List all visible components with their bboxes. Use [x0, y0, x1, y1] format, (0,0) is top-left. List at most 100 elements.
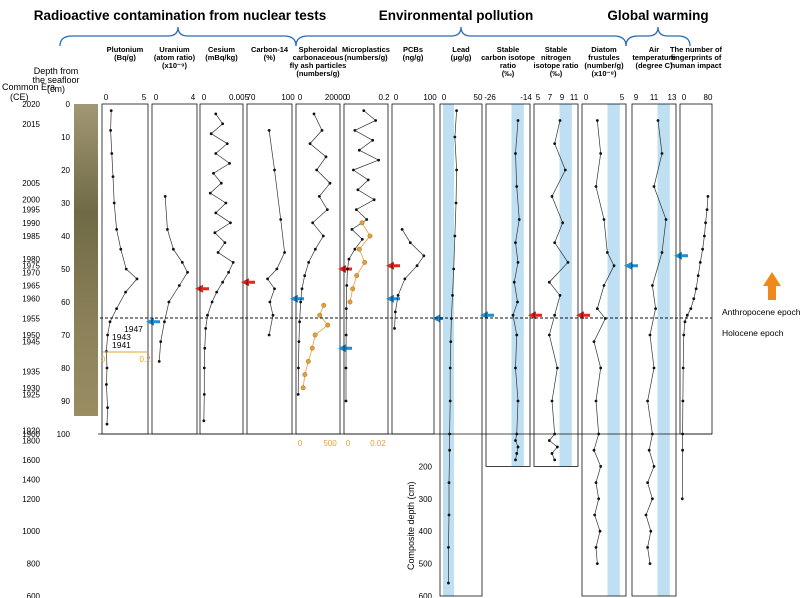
- data-point: [206, 313, 209, 317]
- data-point: [452, 267, 456, 271]
- data-point: [202, 366, 206, 370]
- panel-spheroidal: Spheroidal carbonaceous fly ash particles(…: [290, 45, 352, 448]
- panel-title: Uranium (atom ratio) (x10⁻⁹): [154, 45, 196, 70]
- data-point: [553, 458, 557, 462]
- year-tick: 1935: [22, 367, 40, 376]
- data-point: [317, 195, 321, 198]
- data-point: [455, 109, 459, 112]
- data-point: [267, 333, 271, 337]
- depth-tick: 10: [61, 133, 70, 142]
- data-point: [593, 513, 597, 517]
- data-point: [109, 109, 113, 112]
- data-point: [696, 274, 700, 277]
- series-line: [267, 130, 285, 336]
- panel-title-line: Diatom: [591, 45, 617, 54]
- data-point: [701, 247, 705, 251]
- panel-microplastics: Microplastics (numbers/g) 0 0.2 0 0.02: [342, 45, 400, 448]
- data-point: [681, 366, 685, 370]
- year-tick: 1930: [22, 384, 40, 393]
- data-point: [660, 152, 664, 155]
- red-arrow: [528, 311, 542, 320]
- composite-depth-tick: 200: [419, 462, 433, 471]
- data-point: [321, 234, 325, 238]
- data-point: [202, 393, 206, 396]
- data-point: [163, 320, 166, 324]
- panel-title-line: Microplastics: [342, 45, 390, 54]
- data-point: [297, 340, 301, 343]
- data-point: [451, 294, 454, 297]
- data-point: [396, 294, 400, 297]
- data-point: [219, 181, 223, 185]
- panel-title-line: Stable: [545, 45, 568, 54]
- data-point: [595, 307, 599, 310]
- data-point: [547, 280, 551, 284]
- data-point: [644, 513, 648, 517]
- data-point: [115, 228, 118, 231]
- depth-tick: 50: [61, 265, 70, 274]
- data-point: [112, 201, 116, 205]
- data-point: [273, 287, 276, 291]
- data-point: [224, 201, 228, 205]
- panel-tick: 80: [704, 93, 713, 102]
- panel-tick: 11: [570, 93, 579, 102]
- data-point: [649, 529, 653, 533]
- year-tick: 1800: [22, 436, 40, 445]
- panel-title: Air temperature (degree C): [632, 45, 675, 70]
- data-point: [448, 366, 452, 370]
- data-point: [110, 152, 114, 155]
- composite-depth-tick: 400: [419, 527, 433, 536]
- panel-title-line: frustules: [588, 53, 620, 62]
- data-point: [105, 422, 109, 426]
- panel-uranium: Uranium (atom ratio) (x10⁻⁹)0 4: [151, 45, 209, 435]
- data-point: [268, 300, 272, 304]
- data-point: [347, 257, 351, 261]
- bracket-radioactive: [59, 26, 297, 47]
- blue-arrow: [624, 261, 638, 270]
- data-point: [455, 168, 459, 172]
- year-tick: 600: [27, 592, 41, 598]
- panel-title: Carbon-14 (%): [251, 45, 289, 62]
- panel-title-line: PCBs: [403, 45, 423, 54]
- red-arrow: [195, 284, 209, 293]
- data-point: [553, 313, 557, 317]
- inset-tick-0: 0: [101, 355, 106, 364]
- data-point: [563, 168, 567, 172]
- series2-point: [367, 233, 373, 239]
- data-point: [311, 221, 315, 225]
- data-point: [352, 168, 355, 172]
- year-tick: 1400: [22, 475, 40, 484]
- year-tick: 1960: [22, 295, 40, 304]
- panel-tick: 0: [394, 93, 399, 102]
- data-point: [400, 228, 404, 231]
- data-point: [547, 333, 551, 337]
- era-title: Common Era (CE): [2, 82, 55, 102]
- panel-tick: 9: [634, 93, 639, 102]
- data-point: [297, 366, 300, 370]
- panel-shade: [657, 104, 670, 596]
- data-point: [595, 562, 599, 565]
- data-point: [212, 171, 215, 175]
- panel-carbon_isotope: Stable carbon isotope ratio (‰) -26 -14: [481, 45, 542, 467]
- data-point: [346, 267, 349, 271]
- data-point: [273, 168, 276, 172]
- panel-tick: 100: [281, 93, 295, 102]
- data-point: [683, 320, 687, 324]
- panel-frame: [485, 103, 531, 467]
- data-point: [448, 399, 452, 403]
- data-point: [652, 185, 656, 188]
- data-point: [202, 419, 206, 423]
- data-point: [214, 152, 218, 155]
- year-tick: 2015: [22, 120, 40, 129]
- panel-title-line: Air: [649, 45, 660, 54]
- data-point: [124, 290, 127, 294]
- data-point: [325, 208, 329, 212]
- data-point: [555, 445, 559, 449]
- data-point: [516, 119, 520, 122]
- data-point: [648, 562, 652, 565]
- panel-tick: 0: [104, 93, 109, 102]
- data-point: [308, 142, 312, 146]
- data-point: [656, 119, 660, 122]
- panel-title: Lead (μg/g): [451, 45, 472, 62]
- data-point: [561, 221, 565, 225]
